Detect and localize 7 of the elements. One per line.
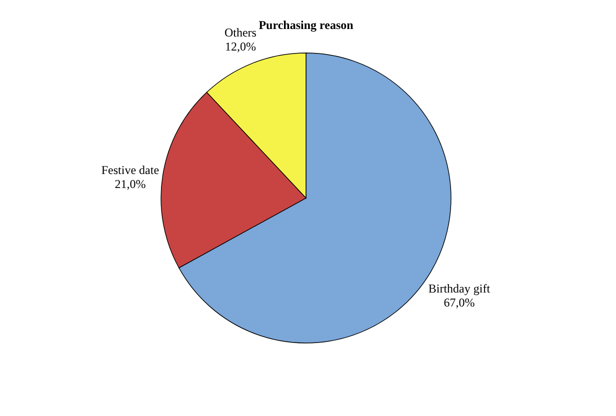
data-label: 67,0% [444,296,475,310]
data-label: 21,0% [114,177,146,192]
data-label: 12,0% [224,40,256,54]
slice-label: Others [224,26,257,40]
slice-label: Festive date [101,163,160,178]
chart-title: Purchasing reason [258,18,354,32]
slice-label: Birthday gift [428,282,491,296]
